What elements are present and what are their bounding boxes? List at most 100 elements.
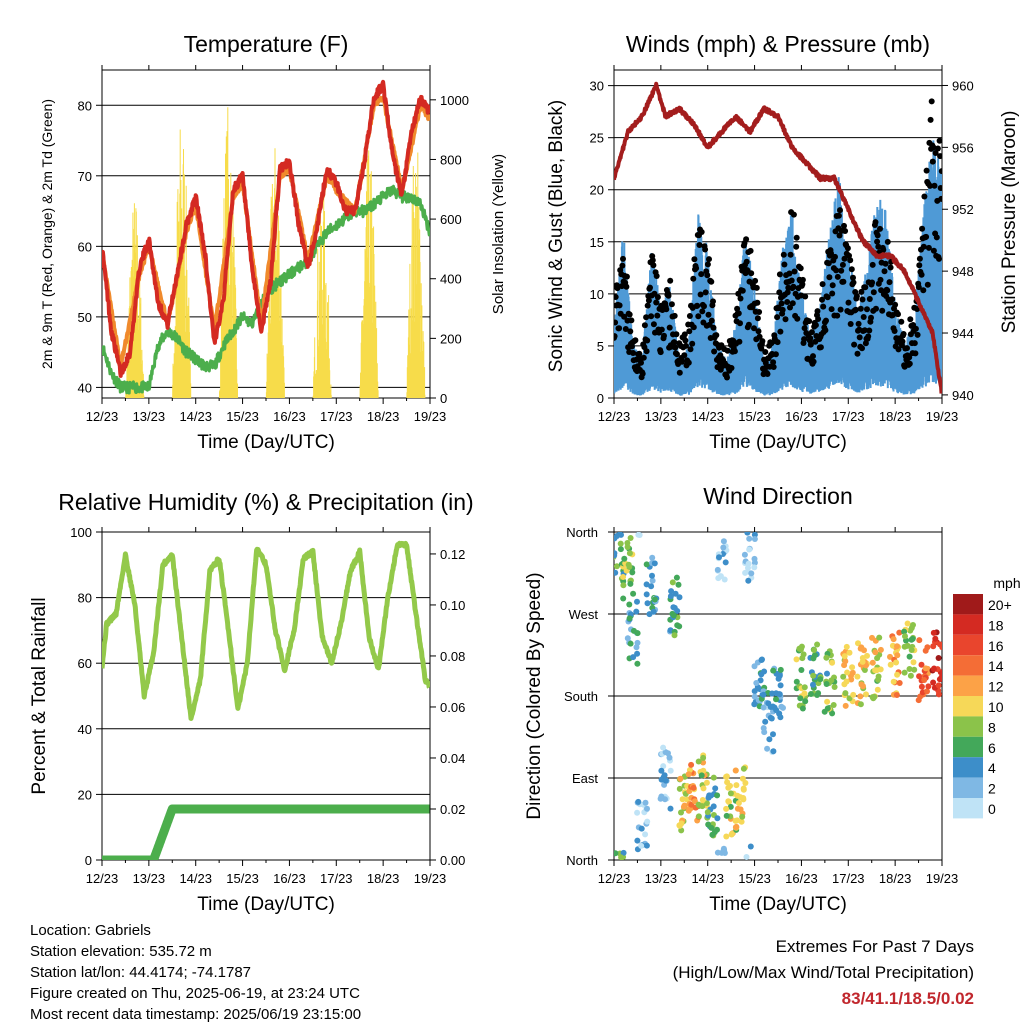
direction-point <box>695 813 702 820</box>
direction-point <box>670 612 677 619</box>
gust-point <box>616 302 623 309</box>
rh-title: Relative Humidity (%) & Precipitation (i… <box>58 489 473 515</box>
gust-point <box>807 341 814 348</box>
gust-point <box>614 333 618 340</box>
extremes-subtitle: (High/Low/Max Wind/Total Precipitation) <box>672 963 974 982</box>
gust-point <box>819 281 826 288</box>
gust-point <box>898 318 905 325</box>
gust-point <box>695 313 702 320</box>
gust-point <box>653 299 660 306</box>
gust-point <box>770 364 777 370</box>
rh-ytick-label: 0 <box>85 853 92 868</box>
gust-point <box>731 348 738 355</box>
gust-point <box>614 294 619 300</box>
direction-point <box>678 809 684 816</box>
gust-point <box>756 309 763 315</box>
gust-point <box>645 297 652 304</box>
direction-point <box>887 661 894 668</box>
gust-point <box>869 261 876 268</box>
gust-point <box>801 336 808 343</box>
direction-point <box>742 780 749 786</box>
direction-point <box>723 833 730 840</box>
direction-point <box>814 692 821 698</box>
direction-point <box>760 725 767 732</box>
dir-xtick-label: 15/23 <box>738 871 771 886</box>
direction-point <box>734 792 741 799</box>
gust-point <box>936 137 942 144</box>
gust-point <box>743 258 750 265</box>
gust-point <box>791 268 798 275</box>
gust-point <box>778 300 785 307</box>
gust-point <box>853 293 860 300</box>
gust-point <box>710 298 716 305</box>
dir-data <box>614 532 942 860</box>
direction-point <box>935 682 942 689</box>
direction-point <box>642 799 649 806</box>
gust-point <box>751 325 757 332</box>
gust-point <box>857 305 864 312</box>
direction-point <box>617 546 624 553</box>
direction-point <box>894 652 901 659</box>
gust-point <box>891 328 898 334</box>
direction-point <box>746 546 753 553</box>
gust-point <box>736 338 743 345</box>
direction-point <box>642 831 649 838</box>
gust-point <box>916 262 923 269</box>
gust-point <box>899 338 906 345</box>
temp2m-series <box>102 79 430 378</box>
gust-point <box>666 324 673 331</box>
gust-point <box>654 294 661 301</box>
temp-xtick-label: 15/23 <box>226 409 259 424</box>
direction-point <box>651 596 658 603</box>
direction-point <box>667 767 674 774</box>
direction-point <box>616 532 623 538</box>
dir-title: Wind Direction <box>703 483 853 509</box>
direction-point <box>872 649 879 656</box>
temp-ytick-label: 50 <box>78 310 92 325</box>
gust-point <box>759 338 766 345</box>
direction-point <box>860 683 866 690</box>
gust-point <box>649 257 656 264</box>
gust-point <box>822 327 829 334</box>
gust-point <box>824 294 831 301</box>
direction-point <box>743 854 750 860</box>
gust-point <box>879 307 886 314</box>
dir-ytick-label: South <box>564 689 598 704</box>
direction-point <box>751 693 758 700</box>
gust-point <box>886 279 893 286</box>
direction-point <box>890 636 897 643</box>
direction-point <box>843 643 850 650</box>
gust-point <box>687 346 694 353</box>
gust-point <box>693 265 700 272</box>
gust-point <box>782 316 789 323</box>
gust-point <box>704 261 711 268</box>
gust-point <box>787 251 794 258</box>
colorbar-swatch <box>953 777 983 798</box>
gust-point <box>874 238 881 245</box>
gust-point <box>779 306 786 313</box>
direction-point <box>700 754 707 761</box>
wind-xtick-label: 14/23 <box>691 409 724 424</box>
direction-point <box>614 563 620 570</box>
wind-ytick-right-label: 952 <box>952 202 974 217</box>
direction-point <box>829 659 836 666</box>
gust-point <box>846 252 852 259</box>
direction-point <box>621 555 628 562</box>
direction-point <box>638 842 645 849</box>
wind-ylabel-left: Sonic Wind & Gust (Blue, Black) <box>546 100 567 372</box>
gust-point <box>780 251 787 258</box>
rh-ytick-right-label: 0.10 <box>440 598 465 613</box>
gust-point <box>847 257 854 264</box>
gust-point <box>682 337 689 344</box>
direction-point <box>817 676 824 683</box>
direction-point <box>935 691 942 698</box>
direction-point <box>614 569 619 576</box>
gust-point <box>689 340 696 347</box>
gust-point <box>882 260 889 267</box>
gust-point <box>753 284 760 291</box>
direction-point <box>735 800 742 806</box>
gust-point <box>872 219 879 226</box>
dir-ytick-label: North <box>566 853 598 868</box>
gust-point <box>923 167 930 174</box>
direction-point <box>760 691 767 698</box>
